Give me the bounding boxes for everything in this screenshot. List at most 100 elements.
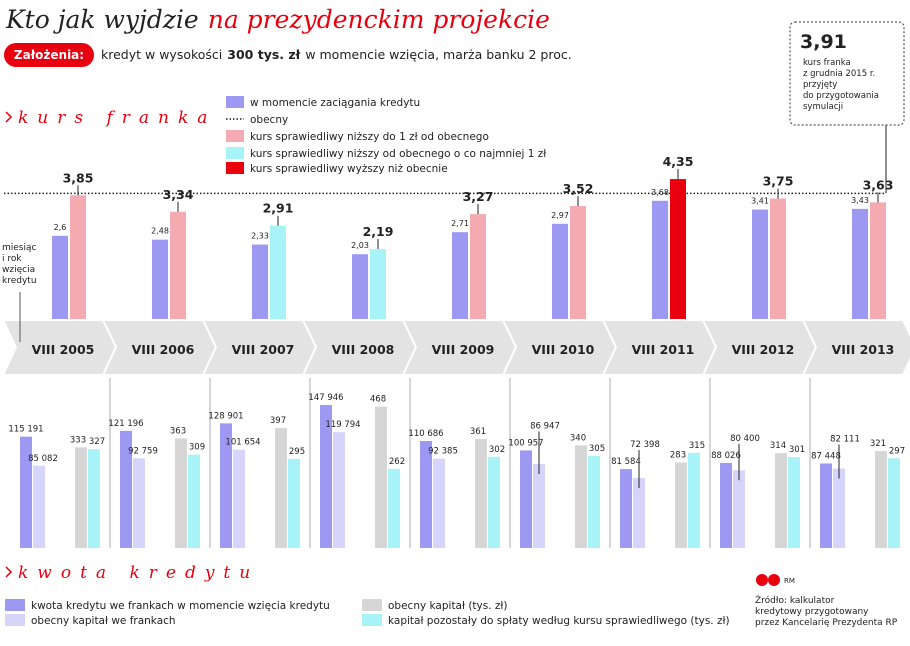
- badge-text: Założenia:: [14, 48, 84, 62]
- value-label: 283: [670, 451, 686, 461]
- value-label: 81 584: [611, 457, 641, 467]
- bar: [533, 463, 545, 548]
- bar: [370, 249, 386, 320]
- legend-swatch: [226, 147, 244, 159]
- value-label: 3,68: [651, 188, 669, 197]
- bar: [352, 254, 368, 320]
- value-label: 2,03: [351, 241, 369, 250]
- bar: [288, 458, 300, 548]
- value-label: 92 385: [428, 447, 458, 457]
- assumptions: kredyt w wysokości 300 tys. zł w momencie …: [101, 47, 572, 62]
- bar: [252, 244, 268, 320]
- bar: [420, 441, 432, 548]
- assumption-part: kredyt w wysokości: [101, 47, 222, 62]
- category-label: VIII 2005: [32, 342, 95, 357]
- section-title: kurs franka: [18, 108, 216, 128]
- value-label: 87 448: [811, 451, 841, 461]
- bar: [470, 214, 486, 320]
- annotation-note: kurs franka: [803, 58, 851, 68]
- bar: [733, 470, 745, 548]
- category-label: VIII 2013: [832, 342, 895, 357]
- value-label: 80 400: [730, 434, 760, 444]
- category-label: VIII 2009: [432, 342, 495, 357]
- bar: [488, 456, 500, 548]
- bar: [33, 465, 45, 548]
- value-label: 315: [689, 441, 705, 451]
- bar: [670, 179, 686, 320]
- value-label: 3,34: [163, 187, 194, 202]
- value-label: 333: [70, 435, 86, 445]
- title-highlight: na prezydenckim projekcie: [208, 5, 550, 34]
- value-label: 86 947: [530, 421, 560, 431]
- source: przez Kancelarię Prezydenta RP: [755, 618, 898, 628]
- annotation-note: do przygotowania: [803, 91, 879, 101]
- bar: [833, 468, 845, 548]
- bar: [133, 458, 145, 548]
- value-label: 3,52: [563, 181, 594, 196]
- value-label: 2,97: [551, 211, 569, 220]
- bar: [375, 406, 387, 548]
- bar: [175, 438, 187, 548]
- bar: [75, 447, 87, 548]
- bar: [220, 423, 232, 548]
- bar: [588, 455, 600, 548]
- value-label: 72 398: [630, 440, 660, 450]
- value-label: 3,75: [763, 174, 794, 189]
- source: Źródło: kalkulator: [755, 594, 835, 606]
- value-label: 295: [289, 447, 305, 457]
- legend-label: obecny: [250, 114, 288, 126]
- legend-swatch: [226, 130, 244, 142]
- bar: [820, 463, 832, 548]
- value-label: 297: [889, 446, 905, 456]
- logo: [768, 574, 780, 586]
- bar: [852, 208, 868, 320]
- value-label: 340: [570, 433, 586, 443]
- badge: [4, 43, 94, 67]
- legend-label: kurs sprawiedliwy wyższy niż obecnie: [250, 163, 448, 175]
- annotation-note: przyjęty: [803, 80, 837, 90]
- bar: [52, 235, 68, 320]
- bar: [775, 453, 787, 548]
- bar: [88, 449, 100, 548]
- annotation-box: [789, 21, 905, 126]
- legend-swatch: [226, 162, 244, 174]
- bar: [170, 211, 186, 320]
- axis-note: miesiąc: [2, 243, 37, 253]
- value-label: 397: [270, 416, 286, 426]
- bar: [770, 198, 786, 320]
- legend-swatch: [226, 96, 244, 108]
- assumption-part: w momencie wzięcia, marża banku 2 proc.: [305, 47, 571, 62]
- axis-note: kredytu: [2, 276, 37, 286]
- value-label: 88 026: [711, 451, 741, 461]
- value-label: 301: [789, 445, 805, 455]
- category-label: VIII 2006: [132, 342, 195, 357]
- value-label: 468: [370, 395, 386, 405]
- value-label: 321: [870, 439, 886, 449]
- category-label: VIII 2007: [232, 342, 295, 357]
- value-label: 2,6: [54, 223, 67, 232]
- value-label: 2,91: [263, 201, 294, 216]
- bar: [652, 200, 668, 320]
- bar: [475, 438, 487, 548]
- title-part: Kto jak wyjdzie: [5, 5, 199, 34]
- category-label: VIII 2011: [632, 342, 695, 357]
- bar: [452, 232, 468, 320]
- bar: [70, 195, 86, 320]
- bar: [752, 209, 768, 320]
- category-label: VIII 2008: [332, 342, 395, 357]
- timeline-chevron: [801, 319, 910, 376]
- legend-label: obecny kapitał we frankach: [31, 615, 176, 627]
- credit: RM: [784, 577, 795, 585]
- bar: [870, 202, 886, 320]
- annotation-note: z grudnia 2015 r.: [803, 69, 875, 79]
- value-label: 128 901: [208, 411, 243, 421]
- value-label: 119 794: [325, 420, 360, 430]
- legend-label: kapitał pozostały do spłaty według kursu…: [388, 615, 730, 627]
- bar: [152, 239, 168, 320]
- bar: [888, 458, 900, 548]
- value-label: 2,71: [451, 219, 469, 228]
- bar: [275, 428, 287, 548]
- value-label: 85 082: [28, 454, 58, 464]
- bar: [620, 469, 632, 548]
- value-label: 3,85: [63, 170, 94, 185]
